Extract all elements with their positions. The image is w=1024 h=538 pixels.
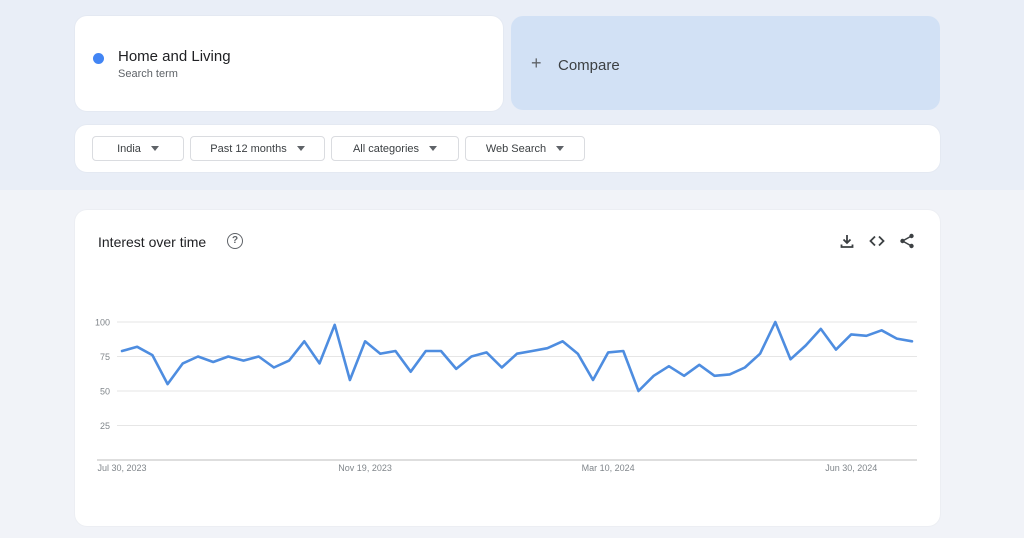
help-icon[interactable]: ? bbox=[227, 233, 243, 249]
x-tick-label: Jul 30, 2023 bbox=[97, 463, 146, 473]
data-point bbox=[363, 339, 367, 343]
data-point bbox=[652, 374, 656, 378]
caret-down-icon bbox=[150, 146, 159, 151]
data-point bbox=[500, 366, 504, 370]
x-tick-label: Nov 19, 2023 bbox=[338, 463, 392, 473]
period-filter-label: Past 12 months bbox=[210, 142, 287, 155]
series-line bbox=[120, 320, 914, 393]
period-filter[interactable]: Past 12 months bbox=[190, 136, 325, 161]
series-color-dot bbox=[93, 53, 104, 64]
chart-title: Interest over time bbox=[98, 234, 207, 250]
data-point bbox=[804, 343, 808, 347]
data-point bbox=[348, 378, 352, 382]
filter-bar: India Past 12 months All categories Web … bbox=[75, 125, 940, 172]
data-point bbox=[211, 360, 215, 364]
data-point bbox=[439, 349, 443, 353]
data-point bbox=[561, 339, 565, 343]
search-term-subtitle: Search term bbox=[118, 68, 178, 80]
data-point bbox=[378, 352, 382, 356]
data-point bbox=[485, 350, 489, 354]
data-point bbox=[196, 355, 200, 359]
compare-label: Compare bbox=[558, 57, 620, 74]
data-point bbox=[743, 366, 747, 370]
chart-axis: 25 50 75 100 Jul 30, 2023 Nov 19, 2023 Mar 10,… bbox=[95, 318, 917, 473]
data-point bbox=[135, 345, 139, 349]
data-point bbox=[257, 355, 261, 359]
plus-icon: + bbox=[531, 53, 542, 73]
search-term-name[interactable]: Home and Living bbox=[118, 48, 231, 65]
y-tick-label: 50 bbox=[100, 387, 110, 397]
download-icon[interactable] bbox=[838, 232, 856, 250]
data-point bbox=[530, 349, 534, 353]
data-point bbox=[393, 349, 397, 353]
data-point bbox=[773, 320, 777, 324]
data-point bbox=[515, 352, 519, 356]
data-point bbox=[880, 328, 884, 332]
data-point bbox=[637, 389, 641, 393]
data-point bbox=[849, 332, 853, 336]
data-point bbox=[758, 352, 762, 356]
data-point bbox=[667, 364, 671, 368]
share-icon[interactable] bbox=[898, 232, 916, 250]
compare-button[interactable]: + Compare bbox=[511, 16, 940, 110]
data-point bbox=[864, 334, 868, 338]
caret-down-icon bbox=[556, 146, 565, 151]
data-point bbox=[621, 349, 625, 353]
data-point bbox=[697, 363, 701, 367]
data-point bbox=[910, 339, 914, 343]
data-point bbox=[819, 327, 823, 331]
data-point bbox=[469, 355, 473, 359]
search-term-card[interactable]: Home and Living Search term bbox=[75, 16, 503, 111]
data-point bbox=[682, 374, 686, 378]
data-point bbox=[834, 348, 838, 352]
data-point bbox=[242, 359, 246, 363]
data-point bbox=[272, 366, 276, 370]
data-point bbox=[318, 361, 322, 365]
data-point bbox=[788, 357, 792, 361]
data-point bbox=[302, 339, 306, 343]
chart-grid bbox=[117, 321, 917, 426]
data-point bbox=[454, 367, 458, 371]
data-point bbox=[606, 350, 610, 354]
caret-down-icon bbox=[296, 146, 305, 151]
search-type-filter[interactable]: Web Search bbox=[465, 136, 585, 161]
data-point bbox=[591, 378, 595, 382]
data-point bbox=[895, 337, 899, 341]
x-tick-label: Mar 10, 2024 bbox=[582, 463, 635, 473]
interest-over-time-card: Interest over time ? 25 50 75 100 Jul 30, 20… bbox=[75, 210, 940, 526]
data-point bbox=[181, 361, 185, 365]
data-point bbox=[545, 346, 549, 350]
x-tick-label: Jun 30, 2024 bbox=[825, 463, 877, 473]
interest-chart: 25 50 75 100 Jul 30, 2023 Nov 19, 2023 Mar 10,… bbox=[95, 318, 917, 473]
category-filter[interactable]: All categories bbox=[331, 136, 459, 161]
data-point bbox=[226, 355, 230, 359]
caret-down-icon bbox=[429, 146, 438, 151]
data-point bbox=[576, 352, 580, 356]
data-point bbox=[333, 323, 337, 327]
data-point bbox=[287, 359, 291, 363]
data-point bbox=[424, 349, 428, 353]
y-tick-label: 100 bbox=[95, 318, 110, 328]
embed-icon[interactable] bbox=[868, 232, 886, 250]
data-point bbox=[120, 349, 124, 353]
y-tick-label: 75 bbox=[100, 352, 110, 362]
data-point bbox=[713, 374, 717, 378]
y-tick-label: 25 bbox=[100, 421, 110, 431]
data-point bbox=[166, 382, 170, 386]
region-filter[interactable]: India bbox=[92, 136, 184, 161]
chart-series bbox=[120, 320, 914, 393]
data-point bbox=[409, 370, 413, 374]
search-type-filter-label: Web Search bbox=[485, 142, 547, 155]
data-point bbox=[728, 372, 732, 376]
data-point bbox=[150, 353, 154, 357]
region-filter-label: India bbox=[117, 142, 141, 155]
category-filter-label: All categories bbox=[352, 142, 420, 155]
